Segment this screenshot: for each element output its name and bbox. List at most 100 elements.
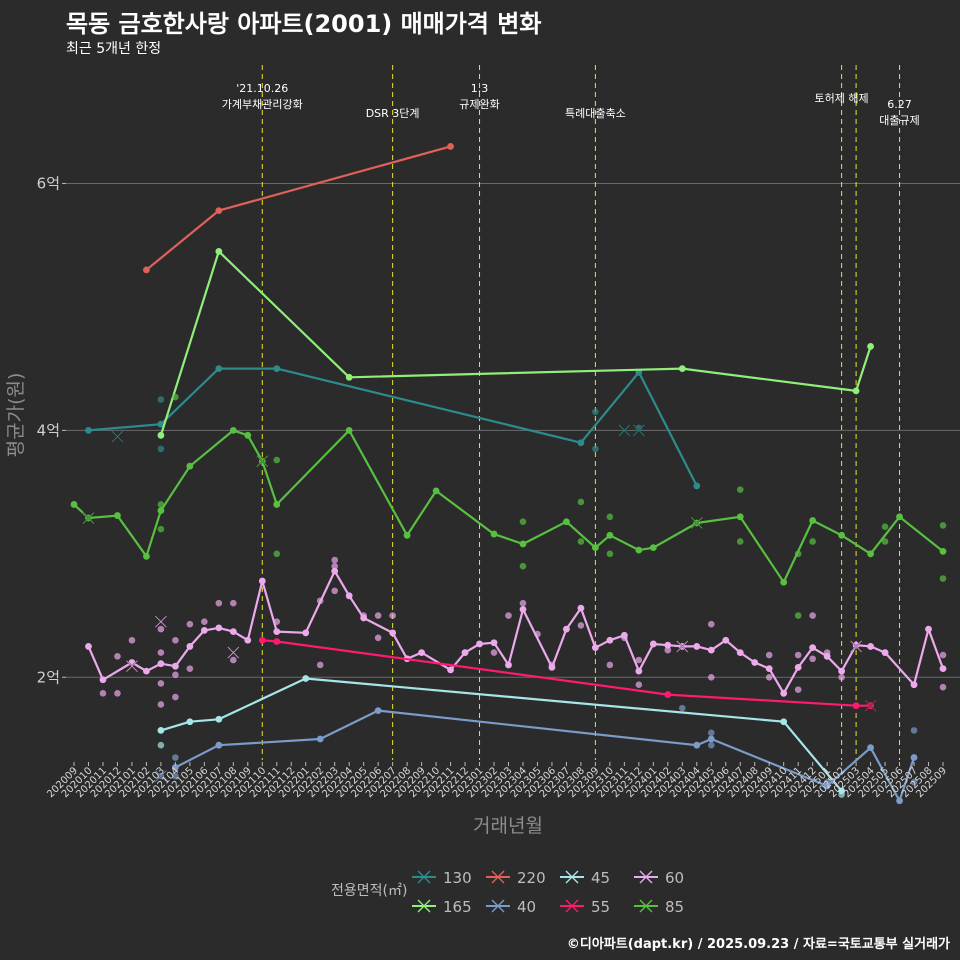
cross-outline-60-3 [676,640,689,653]
point-60-scatter-44 [794,686,802,693]
point-85-scatter-7 [519,562,527,570]
point-60-202408 [751,659,759,666]
point-60-scatter-30 [519,599,527,607]
legend-layer: 전용면적(㎡) 130 220 45 60 165 40 55 85 [331,869,684,916]
chart-title: 목동 금호한사랑 아파트(2001) 매매가격 변화 [66,10,542,38]
point-60-202504 [867,643,874,650]
point-60-202407 [736,649,744,656]
legend-cross-165 [417,899,431,913]
point-55-202402 [664,691,672,698]
point-130-scatter-2 [592,408,599,416]
point-60-202203 [331,567,339,575]
point-85-202312 [635,546,643,554]
point-60-202204 [345,592,353,600]
cross-outline-40-0 [155,770,167,782]
point-60-202106 [200,626,208,634]
cross-outline-60-4 [850,640,862,653]
point-60-scatter-5 [157,649,165,656]
cross-outline-85-1 [256,455,269,468]
point-85-202504 [867,550,874,558]
legend-cross-85 [639,899,653,913]
point-60-202211 [447,666,454,674]
point-130-scatter-3 [592,445,599,453]
point-85-202401 [649,544,657,552]
point-130-202107 [215,365,223,373]
point-40-202504 [867,744,874,752]
line-85 [73,429,944,584]
point-85-202012 [114,512,121,519]
ytick-label-2: 2억 [37,668,60,686]
point-60-202205 [360,614,368,622]
point-40-scatter-4 [707,729,715,737]
point-60-202509 [939,665,947,673]
point-85-202111 [273,501,281,508]
event-label-202502-0: 토허제 해제 [815,91,869,105]
legend-label-220: 220 [517,869,546,887]
point-60-scatter-4 [157,625,165,633]
point-60-202310 [606,636,614,644]
point-60-scatter-40 [707,620,715,628]
line-165 [159,250,872,436]
point-60-scatter-11 [186,620,194,628]
point-60-202409 [765,665,773,673]
point-60-scatter-9 [172,693,179,701]
legend-cross-55 [565,899,579,913]
point-60-202103 [157,660,165,668]
point-85-scatter-6 [519,518,527,526]
point-40-202404 [693,741,701,749]
point-60-202301 [476,640,483,648]
point-60-202307 [563,625,570,633]
point-60-scatter-37 [635,681,643,688]
point-130-202404 [693,482,701,490]
point-60-202411 [794,664,802,671]
grid-layer [66,182,960,678]
point-60-202308 [577,604,585,612]
point-60-scatter-3 [128,636,136,644]
legend-label-60: 60 [665,869,684,887]
point-45-scatter-0 [157,741,165,749]
point-85-202506 [896,513,903,521]
point-40-202506 [896,797,903,805]
point-85-scatter-16 [809,538,816,545]
line-40 [174,709,916,802]
point-60-202209 [418,649,425,656]
line-220 [145,145,451,271]
point-60-202505 [881,649,889,656]
point-60-scatter-13 [201,618,208,626]
point-85-scatter-2 [172,393,179,401]
point-45-202502 [838,787,846,795]
series-60 [85,556,947,708]
point-85-scatter-9 [577,538,585,545]
point-85-scatter-11 [606,550,614,558]
point-45-202410 [780,718,788,726]
point-60-scatter-21 [331,562,339,570]
point-85-202102 [143,552,150,560]
point-60-scatter-36 [635,656,643,664]
series-165 [157,247,874,439]
point-55-202503 [852,702,860,710]
point-60-scatter-8 [172,636,179,644]
point-60-scatter-24 [374,612,382,619]
point-60-scatter-39 [707,673,715,681]
point-40-202104 [171,764,179,771]
point-220-202102 [143,266,150,274]
cross-outline-55-0 [864,699,877,712]
point-165-202403 [678,365,686,373]
point-130-202111 [273,365,281,373]
point-60-scatter-15 [230,599,237,607]
event-label-202309-0: 특례대출축소 [565,107,626,120]
point-40-202507 [910,754,918,761]
point-40-202501 [823,782,831,790]
chart-subtitle: 최근 5개년 한정 [66,41,162,57]
point-60-202111 [273,628,281,636]
point-85-202105 [186,462,194,470]
point-130-scatter-0 [157,396,165,403]
point-60-scatter-46 [809,612,816,619]
legend-label-45: 45 [591,869,610,887]
point-85-202208 [403,531,411,539]
point-45-202201 [302,675,310,682]
point-40-scatter-3 [679,704,686,712]
point-85-scatter-3 [273,456,281,464]
point-85-scatter-12 [736,486,744,493]
